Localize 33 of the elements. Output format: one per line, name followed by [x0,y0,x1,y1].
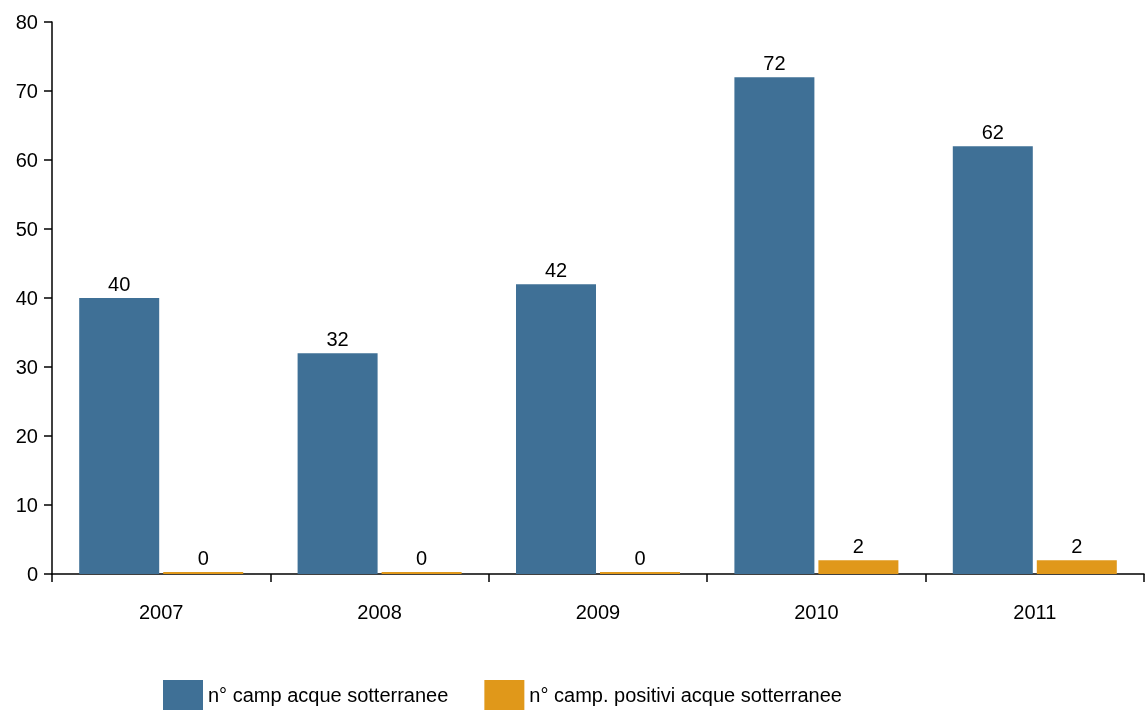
x-tick-label: 2010 [794,601,839,623]
x-tick-label: 2011 [1013,601,1057,623]
y-tick-label: 40 [15,287,38,309]
bar [516,284,596,574]
y-tick-label: 30 [15,356,38,378]
y-tick-label: 0 [26,563,38,585]
data-label: 42 [544,259,568,282]
data-label: 0 [197,547,209,569]
x-tick-label: 2009 [575,601,621,623]
data-label: 0 [634,547,646,569]
y-tick-label: 50 [15,218,38,240]
x-tick-label: 2008 [357,601,402,623]
data-label: 2 [1071,535,1083,558]
bar [1036,560,1117,574]
bar [79,298,160,574]
y-tick-label: 80 [15,11,38,33]
data-label: 40 [108,273,131,295]
x-tick-label: 2007 [138,601,184,623]
bar [952,146,1033,574]
legend-label: n° camp. positivi acque sotterranee [529,684,842,706]
legend-label: n° camp acque sotterranee [208,684,449,706]
bar [734,77,815,574]
data-label: 72 [763,52,786,75]
y-tick-label: 10 [15,494,38,516]
data-label: 2 [852,535,864,558]
bar [297,353,378,574]
data-label: 32 [326,328,349,351]
y-tick-label: 20 [15,425,38,447]
data-label: 0 [416,547,428,569]
y-tick-label: 60 [15,149,38,171]
data-label: 62 [981,121,1004,144]
y-tick-label: 70 [15,80,38,102]
bar [818,560,899,574]
